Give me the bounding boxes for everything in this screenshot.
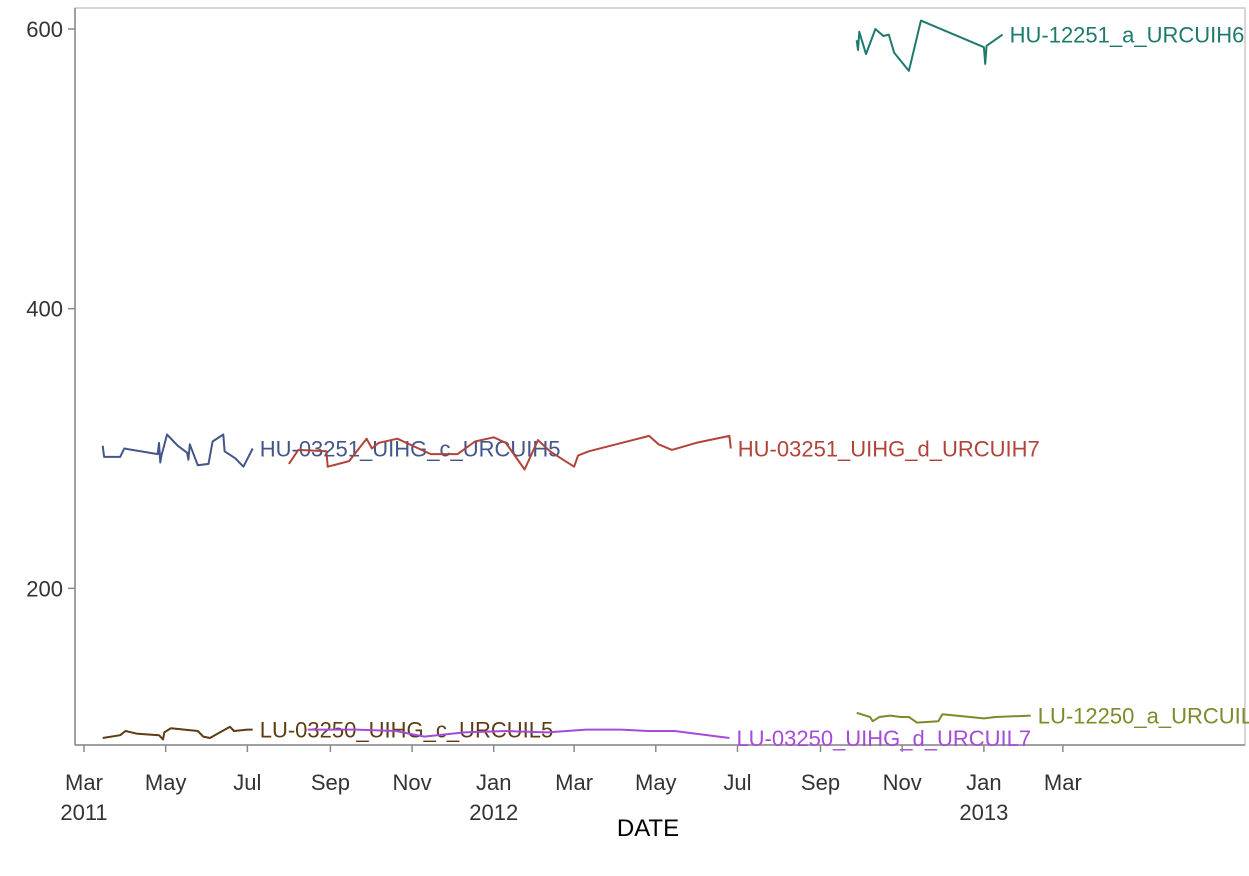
x-tick-month-label: Jul — [233, 770, 261, 795]
x-tick-month-label: Nov — [393, 770, 432, 795]
y-tick-label: 400 — [26, 297, 63, 322]
x-tick-month-label: Sep — [311, 770, 350, 795]
x-tick-month-label: Jan — [966, 770, 1001, 795]
series-line — [288, 434, 732, 471]
x-tick-month-label: May — [145, 770, 187, 795]
series-line — [101, 433, 254, 468]
x-tick-year-label: 2013 — [959, 800, 1008, 825]
series-label: LU-03250_UIHG_d_URCUIL7 — [736, 726, 1031, 751]
series-label: HU-03251_UIHG_d_URCUIH7 — [738, 437, 1040, 462]
x-tick-month-label: May — [635, 770, 677, 795]
series-label: LU-12250_a_URCUIL6 — [1038, 704, 1249, 729]
plot-frame — [74, 7, 1246, 746]
y-tick-label: 600 — [26, 17, 63, 42]
x-tick-month-label: Mar — [555, 770, 593, 795]
y-axis-ticks: 200 400 600 — [26, 17, 75, 601]
series-line — [307, 728, 730, 739]
series-lines: HU-12251_a_URCUIH6HU-03251_UIHG_c_URCUIH… — [101, 19, 1249, 751]
x-tick-month-label: Sep — [801, 770, 840, 795]
x-tick-year-label: 2011 — [60, 800, 107, 825]
x-tick-month-label: Mar — [1044, 770, 1082, 795]
x-axis-ticks: Mar 2011 May Jul Sep Nov Jan 2012 Mar May Jul Sep No… — [60, 745, 1082, 825]
series-line — [102, 725, 253, 741]
series-line — [855, 19, 1004, 72]
series-line — [856, 711, 1031, 724]
x-tick-month-label: Mar — [65, 770, 103, 795]
y-tick-label: 200 — [26, 576, 63, 601]
x-tick-year-label: 2012 — [469, 800, 518, 825]
x-tick-month-label: Jul — [723, 770, 751, 795]
x-tick-month-label: Nov — [883, 770, 922, 795]
series-label: HU-12251_a_URCUIH6 — [1010, 23, 1245, 48]
x-tick-month-label: Jan — [476, 770, 511, 795]
x-axis-title: DATE — [617, 815, 679, 842]
